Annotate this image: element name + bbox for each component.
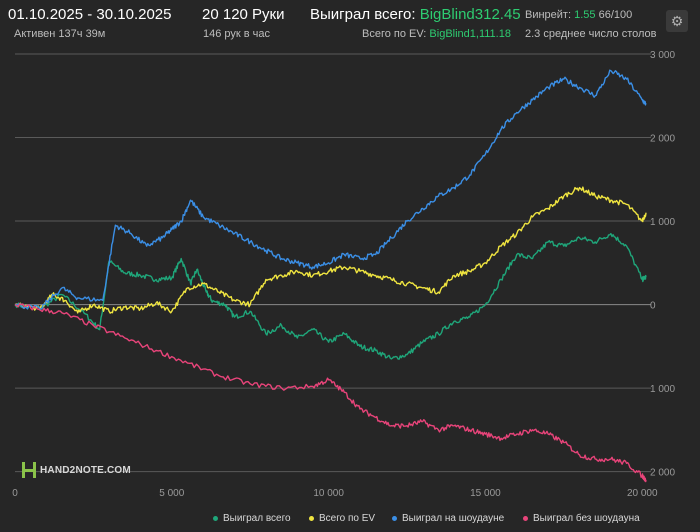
series-line-2 bbox=[15, 69, 647, 310]
series-line-3 bbox=[14, 303, 647, 483]
y-tick-label: 2 000 bbox=[650, 134, 675, 145]
winrate-label: Винрейт: bbox=[525, 9, 572, 21]
chart-series bbox=[14, 69, 647, 483]
legend-label: Выиграл всего bbox=[223, 513, 291, 524]
hands-per-hour: 146 рук в час bbox=[203, 28, 271, 40]
y-tick-label: 1 000 bbox=[650, 217, 675, 228]
x-tick-label: 10 000 bbox=[313, 488, 344, 499]
won-total-label: Выиграл всего: bbox=[310, 6, 416, 23]
winrate: Винрейт: 1.55 66/100 bbox=[525, 9, 632, 21]
gear-icon: ⚙ bbox=[670, 12, 684, 29]
legend-swatch bbox=[309, 516, 314, 521]
legend-swatch bbox=[392, 516, 397, 521]
active-time: Активен 137ч 39м bbox=[14, 28, 106, 40]
chart-grid bbox=[15, 53, 651, 473]
settings-button[interactable]: ⚙ bbox=[666, 10, 688, 32]
series-line-1 bbox=[14, 186, 647, 314]
legend-item-won-total[interactable]: Выиграл всего bbox=[213, 513, 291, 524]
won-total: Выиграл всего: BigBlind312.45 bbox=[310, 6, 521, 23]
winrate-value: 1.55 bbox=[574, 9, 596, 21]
hand2note-logo: HAND2NOTE.COM bbox=[22, 462, 131, 478]
legend-label: Всего по EV bbox=[319, 513, 376, 524]
y-tick-label: 1 000 bbox=[650, 384, 675, 395]
hand2note-logo-icon bbox=[22, 462, 36, 478]
x-tick-label: 15 000 bbox=[470, 488, 501, 499]
legend-swatch bbox=[523, 516, 528, 521]
avg-tables: 2.3 среднее число столов bbox=[525, 28, 657, 40]
legend-item-showdown[interactable]: Выиграл на шоудауне bbox=[392, 513, 504, 524]
x-tick-label: 20 000 bbox=[627, 488, 658, 499]
legend-label: Выиграл без шоудауна bbox=[533, 513, 640, 524]
legend-item-ev[interactable]: Всего по EV bbox=[309, 513, 375, 524]
hands-count: 20 120 Руки bbox=[202, 6, 285, 23]
series-line-0 bbox=[14, 232, 647, 360]
ev-total: Всего по EV: BigBlind1,111.18 bbox=[362, 28, 511, 40]
legend-label: Выиграл на шоудауне bbox=[402, 513, 505, 524]
date-range[interactable]: 01.10.2025 - 30.10.2025 bbox=[8, 6, 172, 23]
legend-swatch bbox=[213, 516, 218, 521]
y-tick-label: 2 000 bbox=[650, 468, 675, 479]
y-tick-label: 0 bbox=[650, 301, 656, 312]
y-tick-label: 3 000 bbox=[650, 50, 675, 61]
legend-item-non-showdown[interactable]: Выиграл без шоудауна bbox=[523, 513, 640, 524]
x-tick-label: 0 bbox=[12, 488, 18, 499]
ev-total-value: BigBlind1,111.18 bbox=[429, 28, 511, 40]
logo-text: HAND2NOTE.COM bbox=[40, 464, 131, 476]
x-tick-label: 5 000 bbox=[159, 488, 184, 499]
chart-ticks: 3 000 2 000 1 000 0 1 000 2 000 0 5 000 10 000 15… bbox=[12, 50, 675, 499]
won-total-value: BigBlind312.45 bbox=[419, 6, 521, 23]
winrate-suffix: 66/100 bbox=[598, 9, 633, 21]
ev-total-label: Всего по EV: bbox=[362, 28, 427, 40]
